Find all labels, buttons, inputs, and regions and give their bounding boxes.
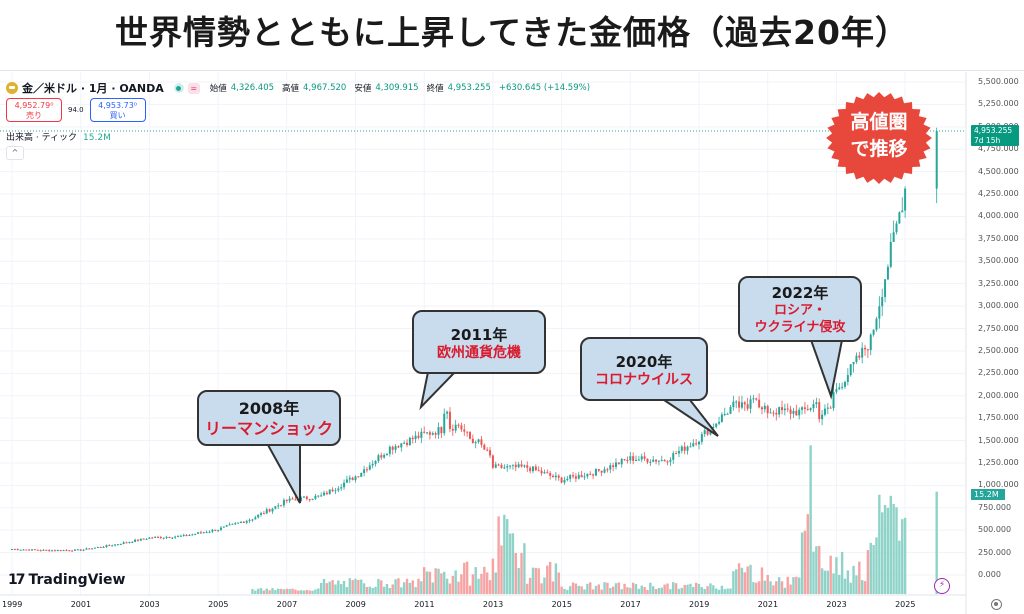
callout-2022: 2022年 ロシア・ ウクライナ侵攻 [738,276,862,342]
callout-year: 2008年 [238,399,300,418]
bar-countdown: 7d 15h [974,135,1001,145]
quote-row: 4,952.79⁰ 売り 94.0 4,953.73⁰ 買い [6,98,146,122]
starburst-icon [826,92,932,184]
buy-label: 買い [109,111,126,120]
time-tick: 2013 [482,600,504,609]
price-tick: 5,250.000 [978,99,1019,109]
price-tick: 2,750.000 [978,323,1019,333]
volume-legend: 出来高 · ティック 15.2M [6,130,111,143]
settings-icon[interactable] [991,599,1002,610]
lightning-icon[interactable]: ⚡ [934,578,950,594]
time-tick: 2019 [689,600,710,609]
time-tick: 2003 [139,600,160,609]
price-tick: 0.000 [978,570,1001,579]
sell-button[interactable]: 4,952.79⁰ 売り [6,98,62,122]
callout-year: 2011年 [450,326,508,344]
time-tick: 2011 [414,600,435,609]
spread-value: 94.0 [68,106,84,114]
volume-value: 15.2M [83,133,111,143]
price-tick: 750.000 [978,502,1012,512]
price-tick: 4,750.000 [978,144,1019,154]
tradingview-logo[interactable]: 17 TradingView [8,572,125,588]
callout-year: 2022年 [771,284,829,302]
page-title: 世界情勢とともに上昇してきた金価格（過去20年） [115,13,909,52]
price-tick: 1,750.000 [978,413,1019,423]
price-tick: 1,500.000 [978,435,1019,445]
callout-event: コロナウイルス [595,372,693,388]
callout-2011: 2011年 欧州通貨危機 [412,310,546,374]
tradingview-text: TradingView [28,572,126,588]
price-tick: 1,250.000 [978,457,1019,467]
price-tick: 250.000 [978,547,1012,557]
gold-coin-icon [6,82,18,94]
chevron-up-icon: ^ [11,148,19,157]
time-tick: 2021 [757,600,779,609]
last-price-tag: 4,953.255 7d 15h [971,125,1019,146]
time-tick: 2001 [70,600,92,609]
time-tick: 2023 [826,600,847,609]
close-value: 4,953.255 [447,83,491,93]
symbol-name[interactable]: 金／米ドル · 1月 · OANDA [22,82,164,95]
callout-event: ロシア・ [773,303,826,318]
price-tick: 2,250.000 [978,368,1019,378]
time-tick: 2025 [895,600,916,609]
badge-line1: 高値圏 [850,111,908,133]
equal-icon: = [187,82,200,94]
price-tick: 3,000.000 [978,301,1019,311]
price-tick: 2,500.000 [978,345,1019,355]
time-tick: 2007 [276,600,298,609]
time-tick: 2009 [345,600,366,609]
close-label: 終値 [426,84,444,94]
volume-tag: 15.2M [971,489,1005,500]
sell-price: 4,952.79⁰ [14,101,54,110]
price-tick: 3,750.000 [978,233,1019,243]
last-price: 4,953.255 [974,126,1013,135]
callout-2008: 2008年 リーマンショック [197,390,341,446]
low-label: 安値 [354,84,372,94]
time-tick: 2015 [551,600,572,609]
buy-button[interactable]: 4,953.73⁰ 買い [89,98,146,122]
callout-year: 2020年 [615,353,673,371]
price-tick: 3,250.000 [978,278,1019,288]
open-label: 始値 [209,84,227,94]
time-tick: 2005 [208,600,229,609]
price-tick: 5,500.000 [978,77,1019,86]
sell-label: 売り [26,111,42,120]
buy-price: 4,953.73⁰ [98,101,138,110]
callout-event: リーマンショック [204,419,333,438]
price-tick: 4,500.000 [978,166,1019,176]
price-tick: 3,500.000 [978,256,1019,266]
price-tick: 4,000.000 [978,211,1019,221]
open-value: 4,326.405 [230,83,275,93]
collapse-legend-button[interactable]: ^ [6,146,24,160]
callout-event: 欧州通貨危機 [437,345,521,361]
price-tick: 1,000.000 [978,480,1019,490]
high-range-badge: 高値圏 で推移 [823,92,935,184]
badge-text: 高値圏 で推移 [823,109,935,163]
high-value: 4,967.520 [303,83,347,93]
price-tick: 500.000 [978,525,1012,535]
change-value: +630.645 (+14.59%) [498,83,591,93]
time-tick: 1999 [2,600,23,609]
low-value: 4,309.915 [375,83,419,93]
time-tick: 2017 [620,600,641,609]
badge-line2: で推移 [850,138,908,160]
callout-2020: 2020年 コロナウイルス [580,337,708,401]
market-open-icon [173,83,184,93]
tradingview-mark-icon: 17 [8,572,26,588]
price-tick: 4,250.000 [978,189,1019,199]
symbol-legend: 金／米ドル · 1月 · OANDA = 始値 4,326.405 高値 4,967… [6,80,594,96]
chart-pane[interactable] [0,70,1024,614]
callout-event: ウクライナ侵攻 [754,320,846,335]
price-tick: 2,000.000 [978,390,1019,400]
high-label: 高値 [282,84,300,94]
volume-label: 出来高 · ティック [6,133,78,143]
